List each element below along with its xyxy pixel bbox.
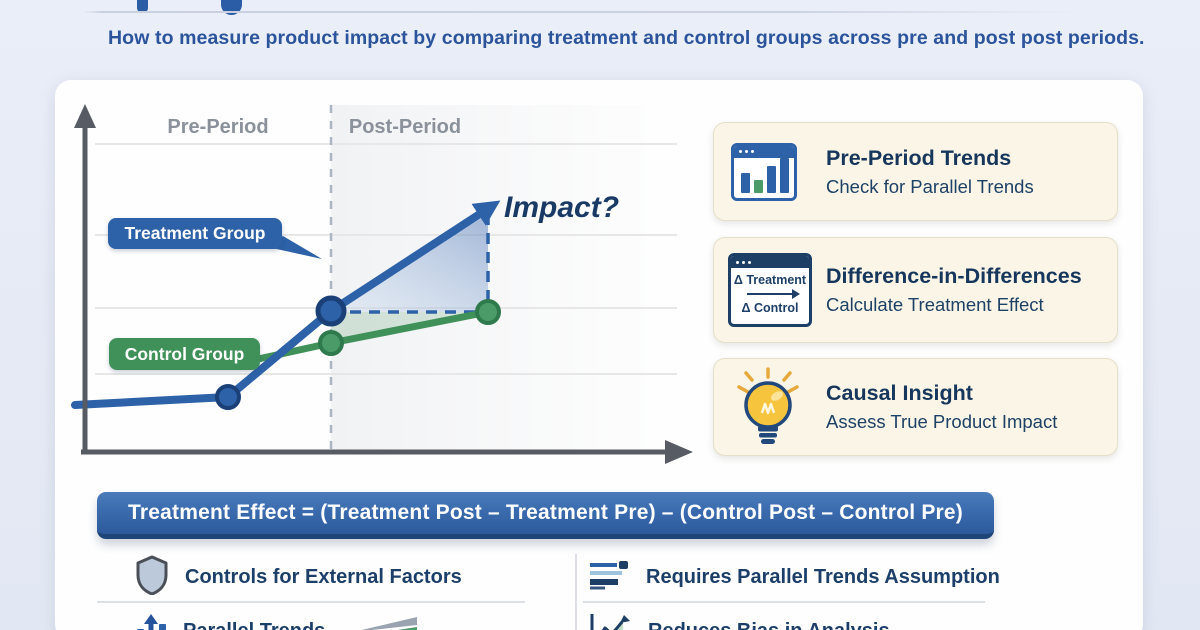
treatment-intervention-point	[315, 295, 347, 327]
data-points	[215, 295, 501, 410]
footer-item-parallel-assumption: Requires Parallel Trends Assumption	[588, 556, 1000, 598]
control-group-badge: Control Group	[109, 338, 260, 370]
treatment-line-impact-arrow	[71, 200, 501, 409]
card-pre-period-trends: Pre-Period Trends Check for Parallel Tre…	[713, 122, 1118, 221]
treatment-pre-point	[215, 384, 241, 410]
cropped-title-descender	[137, 0, 148, 13]
delta-treatment-label: Δ Treatment	[733, 273, 807, 287]
card-subtitle: Assess True Product Impact	[826, 411, 1058, 432]
card-subtitle: Check for Parallel Trends	[826, 175, 1034, 197]
footer-item-label: Parallel Trends	[183, 620, 325, 630]
trend-lines-icon	[588, 559, 630, 596]
footer-item-label: Requires Parallel Trends Assumption	[646, 565, 1000, 588]
control-post-point	[475, 299, 501, 325]
header-divider	[83, 11, 1078, 13]
footer-column-divider	[575, 554, 577, 630]
y-axis	[74, 104, 96, 452]
treatment-effect-formula-banner: Treatment Effect = (Treatment Post – Tre…	[97, 492, 994, 539]
footer-item-label: Reduces Bias in Analysis	[648, 620, 890, 630]
line-chart-arrow-icon	[588, 613, 632, 630]
converging-wedges-icon	[353, 616, 418, 630]
formula-text: Treatment Effect = (Treatment Post – Tre…	[128, 501, 963, 524]
footer-item-external-factors: Controls for External Factors	[135, 555, 462, 600]
x-axis	[81, 440, 693, 464]
delta-control-label: Δ Control	[741, 301, 799, 315]
footer-item-parallel-trends: Parallel Trends	[137, 611, 418, 630]
card-title: Causal Insight	[826, 381, 973, 405]
counterfactual-dashed-lines	[331, 214, 490, 314]
ascending-bars-arrow-icon	[137, 613, 167, 630]
card-subtitle: Calculate Treatment Effect	[826, 294, 1044, 315]
card-difference-in-differences: Δ Treatment Δ Control Difference-in-Diff…	[713, 237, 1118, 343]
delta-window-icon: Δ Treatment Δ Control	[728, 253, 826, 327]
footer-divider	[97, 601, 525, 603]
treatment-group-badge: Treatment Group	[108, 218, 282, 249]
shield-icon	[135, 555, 169, 600]
post-period-label: Post-Period	[348, 116, 462, 138]
impact-annotation: Impact?	[504, 191, 620, 224]
footer-item-reduces-bias: Reduces Bias in Analysis	[588, 611, 890, 630]
card-causal-insight: Causal Insight Assess True Product Impac…	[713, 358, 1118, 456]
arrow-right-icon	[747, 289, 800, 299]
control-intervention-point	[318, 330, 344, 356]
page-subtitle: How to measure product impact by compari…	[108, 27, 1145, 49]
did-concept-chart	[71, 104, 693, 464]
card-title: Pre-Period Trends	[826, 145, 1012, 170]
pre-period-label: Pre-Period	[167, 116, 269, 138]
card-title: Difference-in-Differences	[826, 264, 1082, 288]
footer-item-label: Controls for External Factors	[185, 565, 462, 588]
footer-divider	[583, 601, 985, 603]
lightbulb-icon	[731, 367, 826, 447]
bar-chart-window-icon	[731, 142, 826, 201]
